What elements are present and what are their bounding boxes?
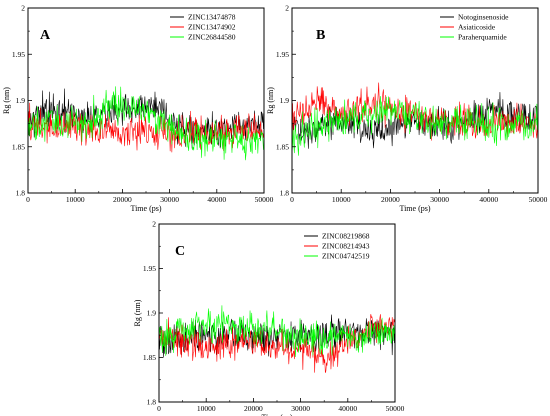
x-tick-label: 20000 xyxy=(381,195,400,204)
x-tick-label: 10000 xyxy=(197,404,216,413)
x-tick-label: 0 xyxy=(157,404,161,413)
y-tick-label: 1.85 xyxy=(143,353,156,362)
legend-label: ZINC13474902 xyxy=(188,23,236,32)
x-tick-label: 30000 xyxy=(291,404,310,413)
panel-label: C xyxy=(175,244,185,259)
legend-label: Asiaticoside xyxy=(458,23,496,32)
y-tick-label: 1.95 xyxy=(12,50,25,59)
x-tick-label: 30000 xyxy=(160,195,179,204)
x-axis-label: Time (ps) xyxy=(261,413,292,416)
legend-label: ZINC08219868 xyxy=(322,232,370,241)
x-tick-label: 50000 xyxy=(529,195,548,204)
y-tick-label: 1.85 xyxy=(12,142,25,151)
y-tick-label: 2 xyxy=(21,4,25,13)
chart-panel-c: 0 10000 20000 30000 40000 50000 1.8 1.85 1.9 1.95… xyxy=(133,220,405,416)
x-tick-label: 10000 xyxy=(332,195,351,204)
panel-label: B xyxy=(316,28,325,43)
series-line-asiaticoside xyxy=(291,82,539,141)
legend: NotoginsenosideAsiaticosideParaherquamid… xyxy=(440,13,509,42)
y-tick-label: 1.9 xyxy=(280,96,290,105)
x-tick-label: 20000 xyxy=(113,195,132,204)
legend-label: Notoginsenoside xyxy=(458,13,509,22)
x-tick-label: 50000 xyxy=(255,195,274,204)
series-line-zinc13474878 xyxy=(27,88,265,149)
panel-label: A xyxy=(40,28,51,43)
series-line-zinc08219868 xyxy=(158,314,396,358)
legend-label: ZINC26844580 xyxy=(188,33,236,42)
x-tick-label: 20000 xyxy=(244,404,263,413)
y-tick-label: 1.85 xyxy=(276,142,289,151)
x-tick-label: 40000 xyxy=(338,404,357,413)
y-tick-label: 1.95 xyxy=(276,50,289,59)
x-tick-label: 0 xyxy=(290,195,294,204)
x-axis-label: Time (ps) xyxy=(130,204,161,213)
x-tick-label: 0 xyxy=(26,195,30,204)
y-tick-label: 1.95 xyxy=(143,264,156,273)
y-tick-label: 1.9 xyxy=(147,309,157,318)
legend-label: Paraherquamide xyxy=(458,33,507,42)
y-tick-label: 1.8 xyxy=(147,398,157,407)
series-line-zinc04742519 xyxy=(158,305,396,358)
y-tick-label: 1.9 xyxy=(16,96,26,105)
x-axis-label: Time (ps) xyxy=(399,204,430,213)
y-tick-label: 2 xyxy=(285,4,289,13)
legend-label: ZINC08214943 xyxy=(322,242,370,251)
y-tick-label: 1.8 xyxy=(280,189,290,198)
y-axis-label: Rg (nm) xyxy=(266,87,275,114)
y-axis-label: Rg (nm) xyxy=(2,87,11,114)
series-line-zinc26844580 xyxy=(27,86,265,161)
x-tick-label: 40000 xyxy=(479,195,498,204)
x-tick-label: 50000 xyxy=(386,404,405,413)
chart-panel-a: 0 10000 20000 30000 40000 50000 1.8 1.85 1.9 1.95… xyxy=(2,4,274,214)
series-line-zinc13474902 xyxy=(27,102,265,153)
series-line-zinc08214943 xyxy=(158,313,396,373)
series-line-notoginsenoside xyxy=(291,91,539,149)
x-tick-label: 10000 xyxy=(66,195,85,204)
series-line-paraherquamide xyxy=(291,96,539,156)
x-tick-label: 40000 xyxy=(207,195,226,204)
chart-panel-b: 0 10000 20000 30000 40000 50000 1.8 1.85 1.9 1.95… xyxy=(266,4,548,214)
legend-label: ZINC13474878 xyxy=(188,13,236,22)
y-tick-label: 2 xyxy=(152,220,156,229)
y-tick-label: 1.8 xyxy=(16,189,26,198)
y-axis-label: Rg (nm) xyxy=(133,299,142,326)
x-tick-label: 30000 xyxy=(430,195,449,204)
legend-label: ZINC04742519 xyxy=(322,252,370,261)
